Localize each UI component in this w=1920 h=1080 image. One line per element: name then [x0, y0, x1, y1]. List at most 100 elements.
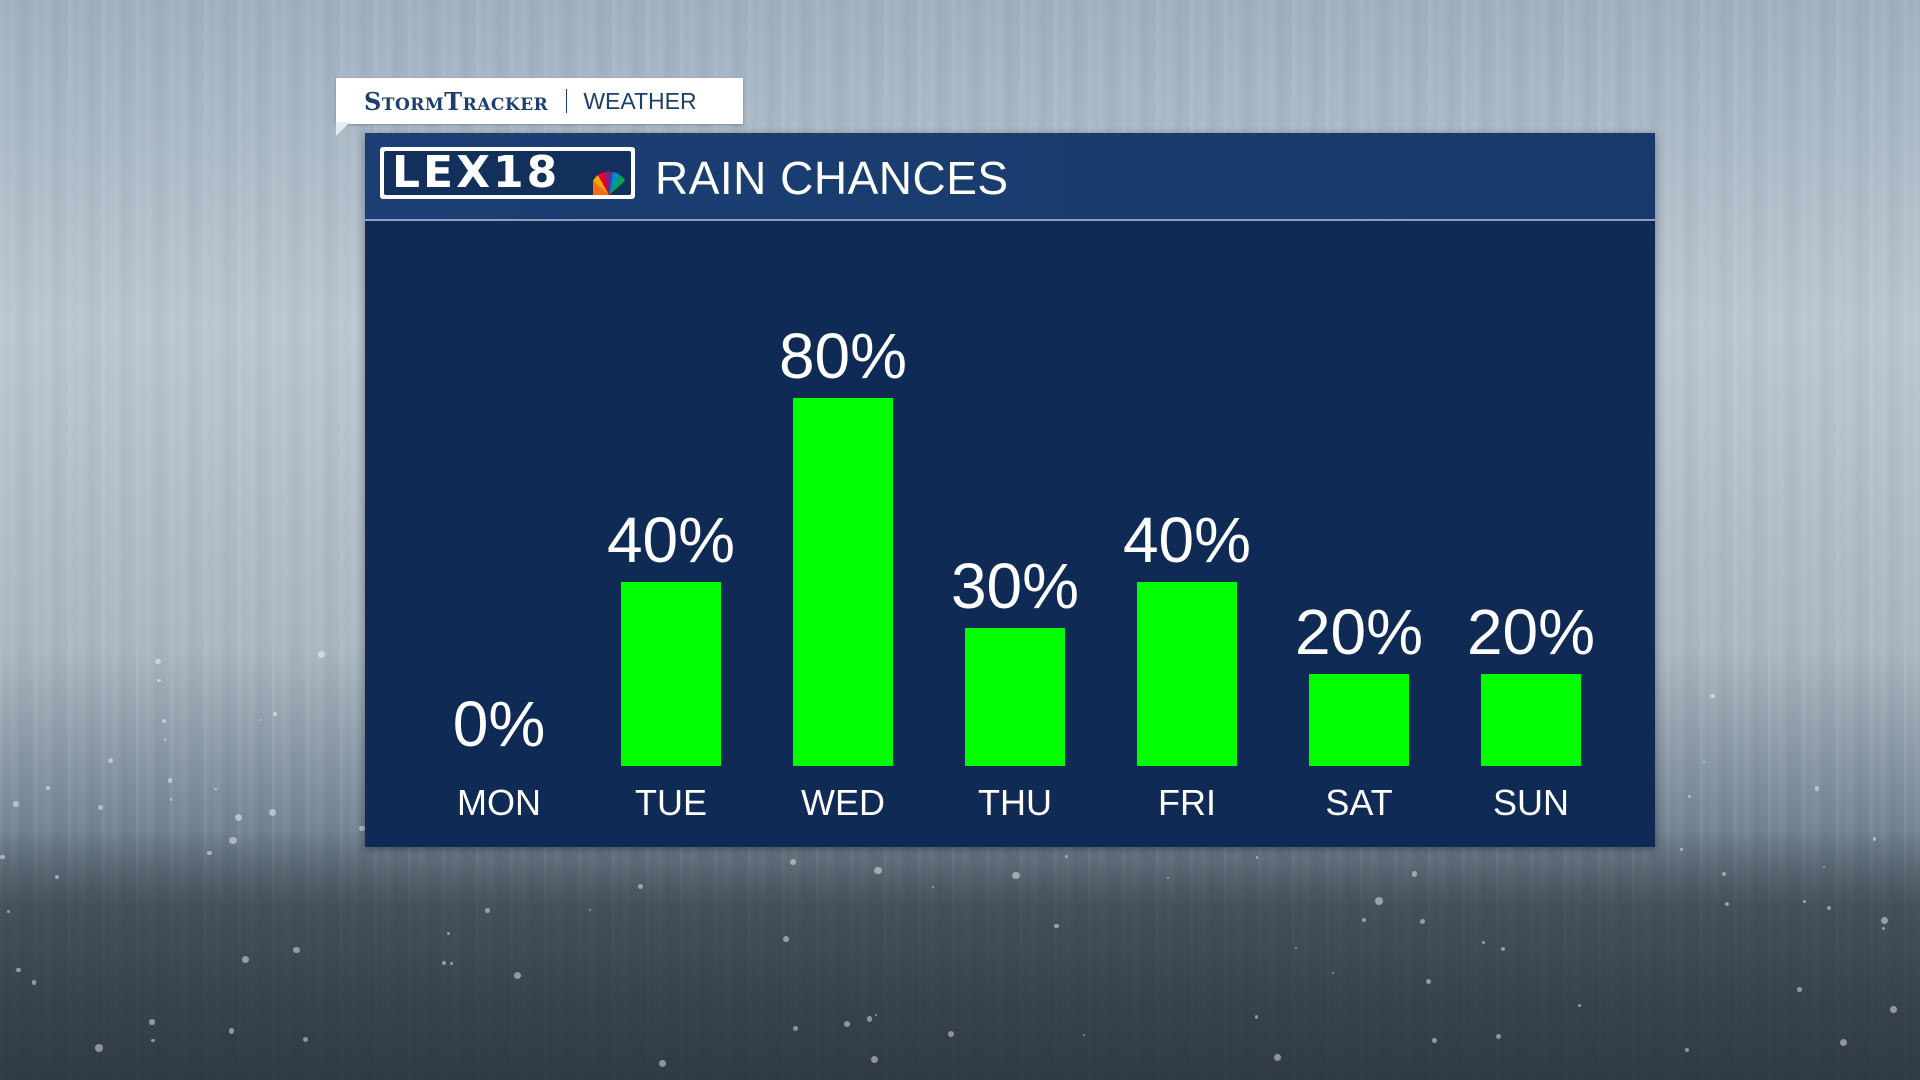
- rain-drop: [45, 785, 50, 791]
- rain-drop: [947, 1030, 954, 1037]
- rain-drop: [157, 678, 161, 682]
- rain-drop: [1710, 694, 1715, 699]
- day-label-mon: MON: [457, 782, 541, 823]
- rain-drop: [13, 801, 19, 807]
- brand-divider: [566, 89, 568, 113]
- rain-drop: [1426, 978, 1432, 984]
- page-title: RAIN CHANCES: [655, 152, 1009, 204]
- day-label-fri: FRI: [1158, 782, 1216, 823]
- brand-tab-notch: [336, 122, 350, 136]
- rain-drop: [1495, 1034, 1502, 1040]
- bar-sun: [1481, 674, 1581, 766]
- rain-drop: [1872, 837, 1877, 841]
- value-label-fri: 40%: [1123, 504, 1251, 576]
- rain-drop: [207, 850, 212, 856]
- rain-drop: [1083, 1033, 1086, 1036]
- logo-text: LEX18: [392, 147, 561, 198]
- day-label-sat: SAT: [1325, 782, 1392, 823]
- rain-drop: [1432, 1038, 1438, 1043]
- bar-wed: [793, 398, 893, 766]
- rain-drop: [843, 1020, 850, 1027]
- rain-drop: [1255, 856, 1259, 859]
- wet-ground: [0, 830, 1920, 1080]
- rain-drop: [268, 808, 277, 817]
- rain-drop: [1295, 947, 1298, 950]
- rain-drop: [1254, 1015, 1258, 1019]
- rain-drop: [302, 1036, 309, 1043]
- stormtracker-weather-tab: StormTracker WEATHER: [336, 78, 743, 124]
- rain-drop: [792, 1025, 798, 1031]
- rain-drop: [513, 971, 521, 980]
- rain-drop: [317, 651, 325, 659]
- rain-drop: [155, 658, 161, 665]
- weather-label: WEATHER: [583, 87, 697, 114]
- rain-drop: [1827, 905, 1832, 910]
- rain-drop: [1839, 1039, 1848, 1047]
- rain-drop: [1420, 918, 1426, 925]
- rain-drop: [1802, 900, 1806, 904]
- value-label-mon: 0%: [453, 688, 546, 760]
- rain-drop: [446, 932, 450, 936]
- rain-drop: [485, 908, 491, 913]
- rain-drop: [789, 859, 796, 866]
- rain-drop: [931, 885, 935, 889]
- rain-drop: [1482, 941, 1486, 945]
- rain-drop: [0, 854, 5, 860]
- rain-drop: [1679, 847, 1684, 852]
- rain-chances-panel: LEX18 RAIN CHANCES 0% MON 40% TUE 80% WED 30% T…: [365, 133, 1655, 847]
- rain-drop: [1823, 866, 1826, 869]
- bar-fri: [1137, 582, 1237, 766]
- rain-drop: [229, 836, 238, 845]
- rain-drop: [1724, 901, 1729, 907]
- value-label-wed: 80%: [779, 320, 907, 392]
- rain-drop: [1412, 871, 1418, 877]
- rain-drop: [167, 778, 173, 783]
- rain-drop: [235, 813, 243, 821]
- rain-drop: [259, 719, 262, 722]
- bar-sat: [1309, 674, 1409, 766]
- rain-drop: [1274, 1053, 1282, 1061]
- rain-drop: [149, 1019, 155, 1025]
- rain-drop: [1011, 871, 1020, 880]
- rain-drop: [1702, 761, 1706, 764]
- rain-drop: [241, 955, 249, 964]
- rain-drop: [1578, 1004, 1582, 1008]
- rain-drop: [107, 757, 113, 763]
- rain-drop: [161, 718, 167, 724]
- rain-drop: [870, 1056, 879, 1064]
- day-label-tue: TUE: [635, 782, 707, 823]
- rain-drop: [293, 946, 300, 954]
- rain-drop: [874, 1013, 878, 1017]
- rain-drop: [588, 908, 591, 911]
- value-label-thu: 30%: [951, 550, 1079, 622]
- bar-thu: [965, 628, 1065, 766]
- rain-drop: [866, 1016, 873, 1022]
- rain-drop: [1054, 923, 1059, 929]
- rain-drop: [273, 711, 278, 716]
- rain-drop: [1797, 987, 1802, 992]
- day-label-thu: THU: [978, 782, 1052, 823]
- rain-drop: [31, 980, 37, 985]
- rain-drop: [449, 962, 453, 965]
- rain-drop: [1064, 854, 1068, 858]
- value-label-sun: 20%: [1467, 596, 1595, 668]
- rain-drop: [1814, 786, 1820, 792]
- rain-drop: [658, 1060, 666, 1068]
- rain-drop: [169, 798, 173, 801]
- rain-drop: [7, 910, 10, 913]
- rain-drop: [442, 960, 447, 965]
- rain-drop: [16, 967, 21, 973]
- rain-drop: [359, 826, 365, 832]
- rain-drop: [95, 1044, 103, 1053]
- rain-drop: [214, 787, 217, 791]
- rain-drop: [1362, 918, 1366, 923]
- peacock-icon: [593, 171, 625, 195]
- value-label-sat: 20%: [1295, 596, 1423, 668]
- rain-drop: [163, 738, 167, 742]
- stormtracker-label: StormTracker: [364, 86, 549, 116]
- rain-drop: [1501, 947, 1505, 951]
- bar-tue: [621, 582, 721, 766]
- lex18-logo: LEX18: [380, 147, 635, 199]
- value-label-tue: 40%: [607, 504, 735, 576]
- rain-drop: [55, 875, 59, 880]
